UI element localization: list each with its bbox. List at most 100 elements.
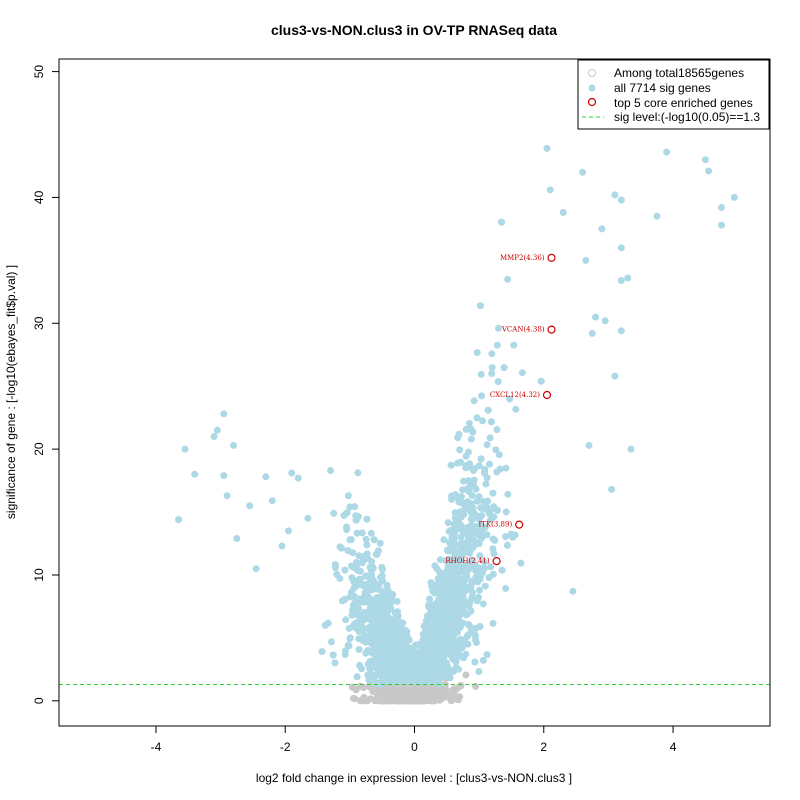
sig-gene-point xyxy=(488,364,496,372)
nonsig-gene-point xyxy=(462,671,470,679)
sig-gene-point xyxy=(443,596,451,604)
sig-gene-point xyxy=(294,474,302,482)
legend-label-siglevel: sig level:(-log10(0.05)==1.3 xyxy=(614,110,760,124)
sig-gene-point xyxy=(362,535,370,543)
y-tick-label: 50 xyxy=(32,65,46,79)
sig-gene-point xyxy=(436,568,443,576)
sig-gene-point xyxy=(611,191,619,199)
nonsig-gene-point xyxy=(377,689,385,697)
legend-box xyxy=(577,59,770,130)
sig-gene-point xyxy=(401,674,409,682)
points-layer xyxy=(175,119,738,705)
sig-gene-point xyxy=(349,549,357,557)
sig-gene-point xyxy=(483,503,491,511)
sig-gene-point xyxy=(373,550,381,558)
sig-gene-point xyxy=(352,516,360,524)
y-axis-label: significance of gene : [-log10(ebayes_fi… xyxy=(4,265,18,519)
sig-gene-point xyxy=(393,597,401,605)
sig-gene-point xyxy=(494,378,502,386)
sig-gene-point xyxy=(436,645,444,653)
sig-gene-point xyxy=(451,611,459,619)
sig-gene-point xyxy=(498,566,506,574)
sig-gene-point xyxy=(410,661,418,668)
sig-gene-point xyxy=(491,536,499,544)
sig-gene-point xyxy=(230,441,237,449)
sig-gene-point xyxy=(452,491,459,499)
sig-gene-point xyxy=(327,638,335,646)
sig-gene-point xyxy=(502,533,509,541)
sig-gene-point xyxy=(427,579,435,587)
sig-gene-point xyxy=(537,377,545,385)
sig-gene-point xyxy=(559,209,567,216)
sig-gene-point xyxy=(473,497,481,505)
legend-entry-sig: all 7714 sig genes xyxy=(588,81,711,95)
sig-gene-point xyxy=(617,327,625,335)
sig-gene-point xyxy=(592,313,599,321)
sig-gene-point xyxy=(353,566,361,574)
sig-gene-point xyxy=(350,584,358,592)
sig-gene-point xyxy=(468,492,476,499)
x-tick-label: -2 xyxy=(280,740,291,754)
sig-gene-point xyxy=(449,655,457,663)
sig-gene-point xyxy=(412,641,420,649)
sig-gene-point xyxy=(502,464,510,472)
sig-gene-point xyxy=(223,492,231,500)
sig-gene-point xyxy=(367,614,375,622)
sig-gene-point xyxy=(376,539,384,547)
sig-gene-point xyxy=(175,516,183,524)
sig-gene-point xyxy=(475,668,483,675)
nonsig-gene-point xyxy=(431,692,439,700)
sig-gene-point xyxy=(456,585,464,593)
sig-gene-point xyxy=(408,669,415,677)
sig-gene-point xyxy=(444,639,452,647)
sig-gene-point xyxy=(608,485,616,493)
sig-gene-point xyxy=(588,329,596,337)
sig-gene-point xyxy=(444,519,452,527)
sig-gene-point xyxy=(492,446,500,454)
sig-gene-point xyxy=(455,518,463,526)
sig-gene-point xyxy=(363,541,371,549)
nonsig-gene-point xyxy=(384,693,392,701)
sig-gene-point xyxy=(422,651,430,658)
sig-gene-point xyxy=(331,561,339,569)
sig-gene-point xyxy=(363,588,371,596)
sig-gene-point xyxy=(358,598,366,606)
sig-gene-point xyxy=(191,470,199,478)
legend-filled-circle-icon xyxy=(588,84,596,92)
sig-gene-point xyxy=(517,559,525,567)
sig-gene-point xyxy=(496,465,504,473)
sig-gene-point xyxy=(388,678,396,686)
sig-gene-point xyxy=(444,646,452,654)
top-gene-label: ITK(3.89) xyxy=(478,521,512,529)
sig-gene-point xyxy=(372,654,380,662)
sig-gene-point xyxy=(384,671,392,679)
sig-gene-point xyxy=(353,673,361,681)
top-gene-marker xyxy=(542,390,552,400)
sig-gene-point xyxy=(450,667,458,675)
sig-gene-point xyxy=(705,167,713,175)
sig-gene-point xyxy=(518,369,526,377)
sig-gene-point xyxy=(450,541,458,549)
sig-gene-point xyxy=(344,492,352,500)
sig-gene-point xyxy=(372,624,380,632)
sig-gene-point xyxy=(383,598,391,606)
sig-gene-point xyxy=(486,434,494,442)
nonsig-gene-point xyxy=(392,693,400,701)
sig-gene-point xyxy=(663,148,671,156)
top-gene-label: CXCL12(4.32) xyxy=(490,391,540,399)
sig-gene-point xyxy=(617,244,625,252)
sig-gene-point xyxy=(288,469,296,477)
legend-entry-siglevel: sig level:(-log10(0.05)==1.3 xyxy=(582,110,760,124)
sig-gene-point xyxy=(354,469,362,477)
sig-gene-point xyxy=(448,547,456,555)
sig-gene-point xyxy=(454,459,462,467)
sig-gene-point xyxy=(486,510,494,518)
sig-gene-point xyxy=(392,609,399,617)
sig-gene-point xyxy=(466,547,474,555)
sig-gene-point xyxy=(329,651,337,659)
nonsig-gene-point xyxy=(450,691,458,699)
sig-gene-point xyxy=(396,668,404,676)
sig-gene-point xyxy=(440,536,448,544)
sig-gene-point xyxy=(480,498,488,506)
